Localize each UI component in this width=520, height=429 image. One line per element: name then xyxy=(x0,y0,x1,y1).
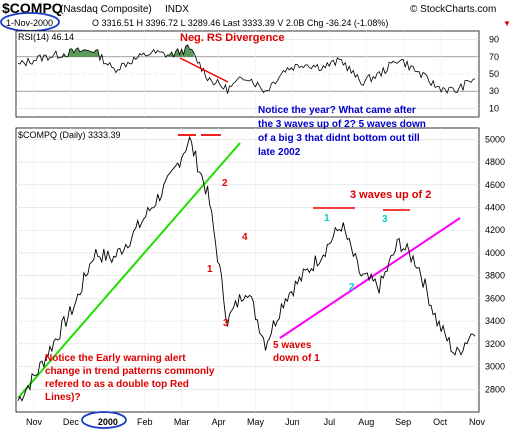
price-tick-label: 4400 xyxy=(485,203,505,213)
quote-values: O 3316.51 H 3396.72 L 3289.46 Last 3333.… xyxy=(92,18,388,28)
price-line xyxy=(17,135,476,402)
x-tick-label: 2000 xyxy=(98,417,118,427)
x-tick-label: Nov xyxy=(26,417,43,427)
price-panel xyxy=(15,127,480,413)
wave-label-red-4: 4 xyxy=(242,232,248,243)
wave-label-cyan-1: 1 xyxy=(324,213,330,224)
rsi-tick-label: 30 xyxy=(489,86,499,96)
rsi-tick-label: 70 xyxy=(489,52,499,62)
exchange-label: INDX xyxy=(165,4,189,15)
price-tick-label: 4800 xyxy=(485,157,505,167)
rsi-line xyxy=(17,44,476,94)
x-tick-label: Jun xyxy=(285,417,300,427)
rsi-overbought-fill-2 xyxy=(167,45,194,57)
site-credit: © StockCharts.com xyxy=(410,4,496,15)
x-tick-label: Sep xyxy=(395,417,411,427)
notice-year-line-3: of a big 3 that didnt bottom out till xyxy=(258,133,420,144)
price-tick-label: 3200 xyxy=(485,339,505,349)
x-tick-label: Aug xyxy=(358,417,374,427)
x-tick-label: Feb xyxy=(137,417,153,427)
x-tick-label: Jul xyxy=(324,417,336,427)
year-circle xyxy=(81,411,127,429)
rsi-tick-label: 10 xyxy=(489,103,499,113)
notice-year-line-1: Notice the year? What came after xyxy=(258,105,416,116)
price-tick-label: 5000 xyxy=(485,134,505,144)
early-warning-line-1: Notice the Early warning alert xyxy=(45,353,186,364)
five-waves-line-2: down of 1 xyxy=(273,353,320,364)
early-warning-line-3: refered to as a double top Red xyxy=(45,379,189,390)
price-tick-label: 3000 xyxy=(485,362,505,372)
rsi-tick-label: 90 xyxy=(489,35,499,45)
price-tick-label: 3400 xyxy=(485,316,505,326)
x-tick-label: Apr xyxy=(212,417,226,427)
wave-label-red-1: 1 xyxy=(207,264,213,275)
wave-label-cyan-3: 3 xyxy=(382,214,388,225)
x-tick-label: Nov xyxy=(469,417,486,427)
price-tick-label: 4200 xyxy=(485,225,505,235)
symbol-title: $COMPQ xyxy=(2,0,63,16)
price-label: $COMPQ (Daily) 3333.39 xyxy=(18,130,121,140)
early-warning-line-2: change in trend patterns commonly xyxy=(45,366,215,377)
price-tick-label: 4000 xyxy=(485,248,505,258)
quote-date: 1-Nov-2000 xyxy=(6,18,53,28)
neg-rs-annotation: Neg. RS Divergence xyxy=(180,32,285,44)
notice-year-line-2: the 3 waves up of 2? 5 waves down xyxy=(258,119,426,130)
neg-rs-line xyxy=(179,57,229,83)
x-tick-label: Dec xyxy=(63,417,80,427)
wave-label-red-2: 2 xyxy=(222,178,228,189)
price-tick-label: 2800 xyxy=(485,384,505,394)
chg-marker-icon: ▼ xyxy=(503,19,511,28)
wave-label-red-3: 3 xyxy=(223,318,229,329)
price-tick-label: 4600 xyxy=(485,180,505,190)
early-warning-line-4: Lines)? xyxy=(45,392,81,403)
price-tick-label: 3600 xyxy=(485,293,505,303)
waves-up-annotation: 3 waves up of 2 xyxy=(350,189,431,201)
five-waves-line-1: 5 waves xyxy=(273,340,312,351)
price-tick-label: 3800 xyxy=(485,271,505,281)
support-trendline xyxy=(17,142,241,399)
x-tick-label: May xyxy=(247,417,265,427)
index-name: (Nasdaq Composite) xyxy=(60,4,152,15)
rsi-label: RSI(14) 46.14 xyxy=(18,32,74,42)
notice-year-line-4: late 2002 xyxy=(258,147,301,158)
wave-label-cyan-2: 2 xyxy=(349,282,355,293)
x-tick-label: Oct xyxy=(433,417,448,427)
x-tick-label: Mar xyxy=(174,417,190,427)
rsi-tick-label: 50 xyxy=(489,69,499,79)
